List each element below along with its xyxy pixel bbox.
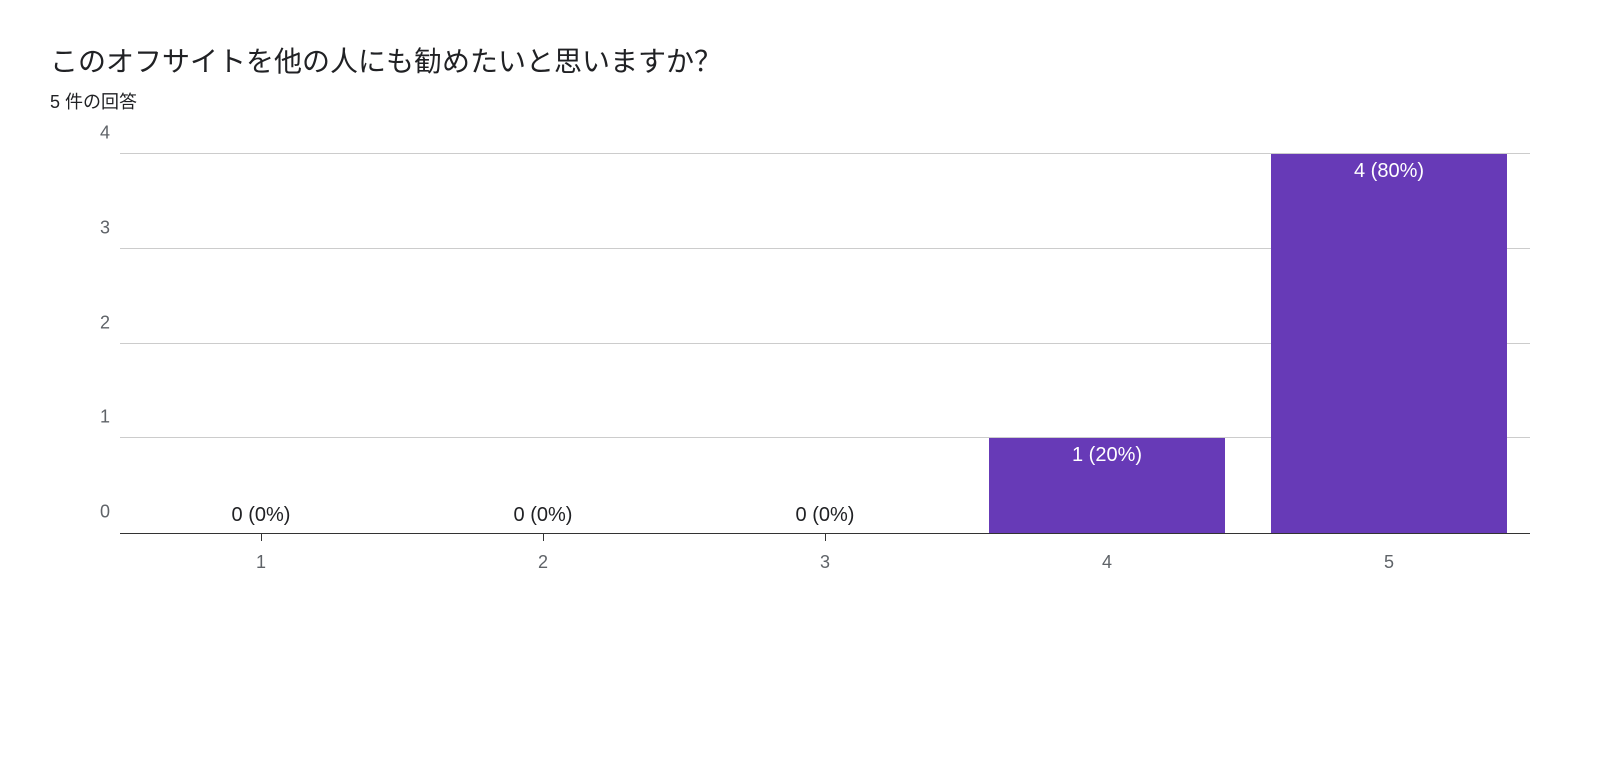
- y-tick-label: 3: [85, 217, 110, 238]
- x-tick-label: 2: [402, 552, 684, 573]
- zero-tick: [261, 533, 262, 541]
- bar-slot: 0 (0%): [684, 154, 966, 533]
- x-axis: 1 2 3 4 5: [120, 552, 1530, 573]
- bar: 4 (80%): [1271, 154, 1508, 533]
- bar-slot: 1 (20%): [966, 154, 1248, 533]
- y-tick-label: 2: [85, 312, 110, 333]
- y-tick-label: 4: [85, 123, 110, 144]
- y-tick-label: 1: [85, 407, 110, 428]
- x-tick-label: 5: [1248, 552, 1530, 573]
- x-tick-label: 1: [120, 552, 402, 573]
- x-tick-label: 3: [684, 552, 966, 573]
- bar-value-label: 0 (0%): [796, 504, 855, 527]
- bar-value-label: 0 (0%): [514, 504, 573, 527]
- zero-tick: [543, 533, 544, 541]
- bar-slot: 4 (80%): [1248, 154, 1530, 533]
- bar-slot: 0 (0%): [120, 154, 402, 533]
- bar-value-label: 0 (0%): [232, 504, 291, 527]
- chart-title: このオフサイトを他の人にも勧めたいと思いますか？: [50, 40, 1550, 80]
- bars-group: 0 (0%) 0 (0%) 0 (0%) 1 (20%): [120, 154, 1530, 533]
- bar-value-label: 4 (80%): [1354, 160, 1424, 183]
- bar-slot: 0 (0%): [402, 154, 684, 533]
- plot-area: 4 3 2 1 0 0 (0%) 0 (0%) 0 (0%): [120, 154, 1530, 534]
- bar: 1 (20%): [989, 438, 1226, 533]
- chart-subtitle: 5 件の回答: [50, 88, 1550, 114]
- bar-value-label: 1 (20%): [1072, 444, 1142, 467]
- zero-tick: [825, 533, 826, 541]
- chart-container: 4 3 2 1 0 0 (0%) 0 (0%) 0 (0%): [120, 154, 1530, 573]
- x-tick-label: 4: [966, 552, 1248, 573]
- y-tick-label: 0: [85, 502, 110, 523]
